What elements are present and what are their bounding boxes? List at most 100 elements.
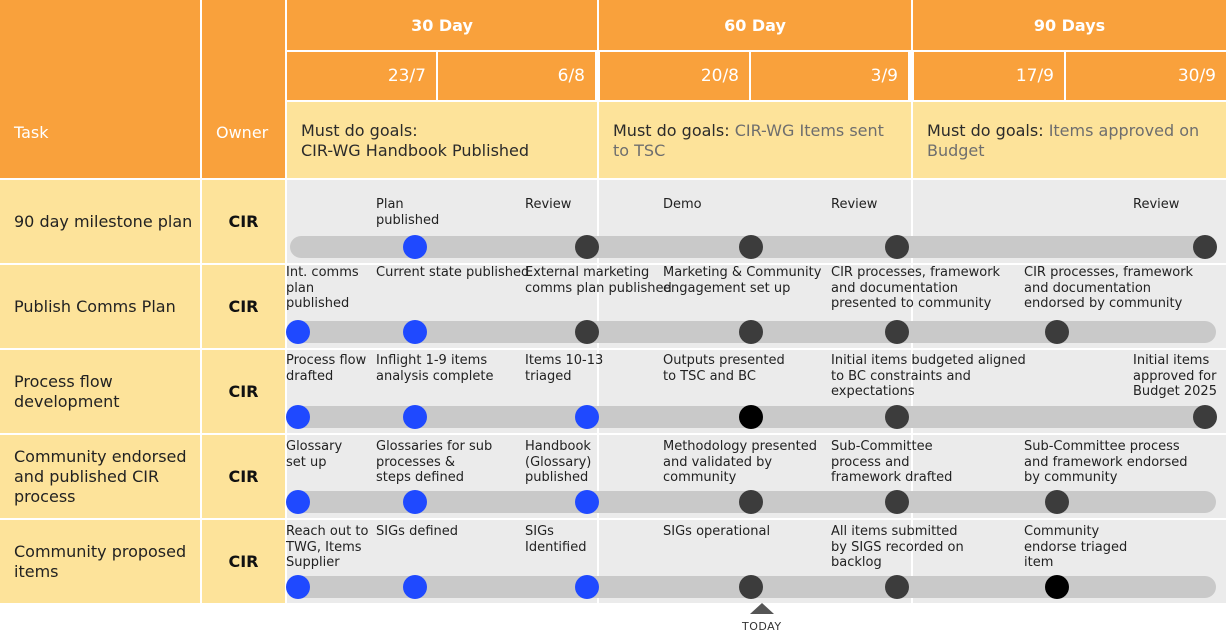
owner-cell: CIR (202, 435, 285, 518)
owner-cell: CIR (202, 265, 285, 348)
milestone-dot[interactable] (403, 320, 427, 344)
milestone-dot[interactable] (885, 405, 909, 429)
task-header-cell: Task (0, 0, 200, 178)
milestone-dot[interactable] (885, 575, 909, 599)
owner-name: CIR (228, 382, 259, 401)
milestone-label: External marketing comms plan published (525, 265, 672, 296)
task-column-label: Task (14, 123, 49, 142)
milestone-label: Initial items budgeted aligned to BC con… (831, 353, 1026, 399)
milestone-label: Sub-Committee process and framework draf… (831, 439, 953, 485)
date-col-6: 30/9 (1066, 52, 1226, 100)
milestone-dot[interactable] (1045, 490, 1069, 514)
task-name: Process flow development (14, 371, 120, 411)
date-col-5: 17/9 (914, 52, 1064, 100)
owner-cell: CIR (202, 180, 285, 263)
date-col-1: 23/7 (287, 52, 436, 100)
milestone-label: Current state published (376, 265, 530, 280)
milestone-dot[interactable] (1045, 575, 1069, 599)
milestone-label: Process flow drafted (286, 353, 367, 384)
task-cell: Process flow development (0, 350, 200, 433)
task-cell: Community endorsed and published CIR pro… (0, 435, 200, 518)
milestone-dot[interactable] (403, 575, 427, 599)
owner-name: CIR (228, 467, 259, 486)
date-col-4: 3/9 (751, 52, 908, 100)
milestone-dot[interactable] (1193, 405, 1217, 429)
milestone-label: Demo (663, 197, 702, 212)
milestone-dot[interactable] (286, 490, 310, 514)
milestone-label: CIR processes, framework and documentati… (1024, 265, 1194, 311)
owner-name: CIR (228, 212, 259, 231)
milestone-dot[interactable] (403, 490, 427, 514)
milestone-label: Glossary set up (286, 439, 343, 470)
task-cell: 90 day milestone plan (0, 180, 200, 263)
owner-cell: CIR (202, 520, 285, 603)
owner-column-label: Owner (216, 123, 269, 142)
goal-text: Items approved on Budget (927, 121, 1200, 160)
column-divider (597, 520, 599, 603)
milestone-label: SIGs defined (376, 524, 458, 539)
date-col-2: 6/8 (438, 52, 595, 100)
milestone-label: Sub-Committee process and framework endo… (1024, 439, 1188, 485)
milestone-dot[interactable] (575, 320, 599, 344)
owner-header-cell: Owner (202, 0, 285, 178)
milestone-dot[interactable] (739, 490, 763, 514)
period-30-day: 30 Day (287, 0, 597, 50)
milestone-dot[interactable] (1045, 320, 1069, 344)
milestone-label: Int. comms plan published (286, 265, 359, 311)
milestone-dot[interactable] (885, 235, 909, 259)
column-divider (911, 265, 913, 348)
milestone-label: Plan published (376, 197, 440, 228)
milestone-dot[interactable] (739, 575, 763, 599)
column-divider (597, 350, 599, 433)
goal-30-day: Must do goals: CIR-WG Handbook Published (287, 102, 597, 178)
owner-name: CIR (228, 297, 259, 316)
task-name: Community endorsed and published CIR pro… (14, 446, 187, 506)
milestone-label: Community endorse triaged item (1024, 524, 1128, 570)
goal-prefix: Must do goals: (927, 121, 1044, 140)
milestone-dot[interactable] (885, 320, 909, 344)
milestone-dot[interactable] (885, 490, 909, 514)
milestone-dot[interactable] (575, 405, 599, 429)
milestone-label: Methodology presented and validated by c… (663, 439, 818, 485)
milestone-dot[interactable] (739, 320, 763, 344)
milestone-dot[interactable] (739, 405, 763, 429)
milestone-dot[interactable] (286, 575, 310, 599)
milestone-label: Inflight 1-9 items analysis complete (376, 353, 494, 384)
milestone-label: Reach out to TWG, Items Supplier (286, 524, 369, 570)
period-60-day: 60 Day (599, 0, 911, 50)
milestone-dot[interactable] (286, 320, 310, 344)
column-divider (911, 520, 913, 603)
milestone-label: Review (525, 197, 572, 212)
milestone-dot[interactable] (403, 405, 427, 429)
milestone-label: Review (831, 197, 878, 212)
milestone-dot[interactable] (739, 235, 763, 259)
goal-prefix: Must do goals: (301, 121, 418, 140)
date-col-3: 20/8 (600, 52, 749, 100)
goal-prefix: Must do goals: (613, 121, 730, 140)
column-divider (597, 435, 599, 518)
milestone-label: Initial items approved for Budget 2025 (1133, 353, 1217, 399)
goal-text: CIR-WG Items sent to TSC (613, 121, 884, 160)
milestone-dot[interactable] (575, 490, 599, 514)
milestone-label: Review (1133, 197, 1180, 212)
milestone-dot[interactable] (1193, 235, 1217, 259)
today-marker-icon (750, 603, 774, 614)
milestone-label: Glossaries for sub processes & steps def… (376, 439, 493, 485)
milestone-label: Marketing & Community engagement set up (663, 265, 822, 296)
milestone-label: Items 10-13 triaged (525, 353, 604, 384)
milestone-label: All items submitted by SIGS recorded on … (831, 524, 964, 570)
column-divider (597, 265, 599, 348)
milestone-dot[interactable] (286, 405, 310, 429)
column-divider (597, 180, 599, 263)
milestone-dot[interactable] (403, 235, 427, 259)
task-name: Community proposed items (14, 541, 187, 581)
task-cell: Community proposed items (0, 520, 200, 603)
task-cell: Publish Comms Plan (0, 265, 200, 348)
milestone-label: SIGs operational (663, 524, 771, 539)
goal-60-day: Must do goals: CIR-WG Items sent to TSC (599, 102, 911, 178)
milestone-dot[interactable] (575, 575, 599, 599)
column-divider (911, 350, 913, 433)
milestone-dot[interactable] (575, 235, 599, 259)
column-divider (911, 180, 913, 263)
owner-cell: CIR (202, 350, 285, 433)
